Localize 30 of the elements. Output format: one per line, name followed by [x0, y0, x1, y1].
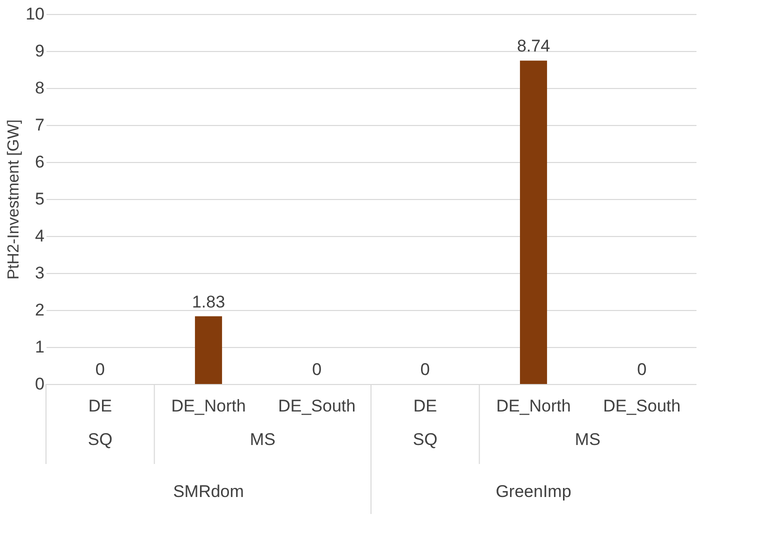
data-label: 8.74 — [516, 36, 550, 56]
y-tick-label: 1 — [35, 338, 44, 356]
y-tick-label: 0 — [35, 374, 44, 394]
y-tick-label: 5 — [35, 190, 44, 208]
x-tick-label: DE_South — [603, 396, 681, 416]
y-tick-label: 7 — [35, 116, 44, 134]
y-tick-label: 4 — [35, 226, 44, 246]
y-tick-label: 3 — [35, 264, 44, 282]
data-label: 0 — [312, 360, 322, 379]
y-axis-title: PtH2-Investment [GW] — [6, 119, 23, 280]
x-tick-label: DE_North — [496, 396, 571, 416]
x-tick-label: DE — [88, 396, 112, 416]
data-label: 0 — [637, 360, 647, 379]
y-tick-label: 9 — [35, 42, 44, 60]
text: SQ — [88, 430, 112, 449]
data-label: 0 — [95, 360, 105, 379]
text: MS — [574, 430, 600, 449]
y-tick-label: 6 — [35, 152, 44, 172]
x-tick-label: DE_North — [171, 396, 246, 416]
text: SMRdom — [173, 482, 244, 501]
x-tick-label: DE — [413, 396, 437, 416]
x-tick-label: DE_South — [278, 396, 356, 416]
y-tick-label: 10 — [26, 4, 44, 24]
data-label: 1.83 — [192, 292, 226, 312]
text: GreenImp — [496, 482, 572, 501]
data-label: 0 — [420, 360, 430, 379]
y-tick-label: 8 — [35, 78, 44, 98]
text: MS — [250, 430, 276, 449]
y-tick-label: 2 — [35, 300, 44, 320]
text: SQ — [412, 430, 438, 449]
